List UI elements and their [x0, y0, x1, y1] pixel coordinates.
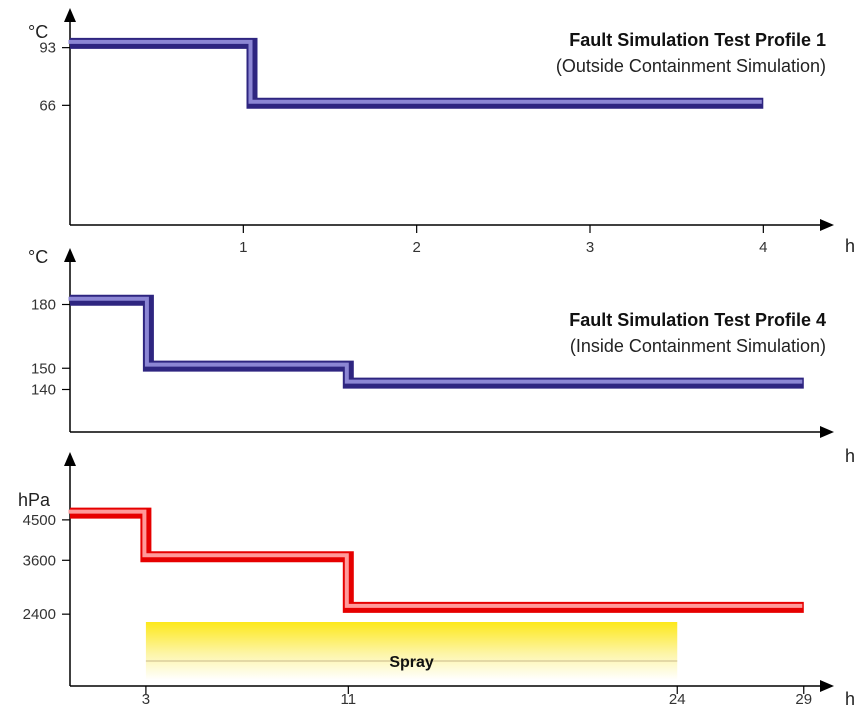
spray-label: Spray [389, 654, 434, 671]
p1-y-ticks: 93 66 [39, 40, 70, 114]
x-tick-label: 29 [795, 691, 812, 707]
x-tick-label: 2 [412, 239, 420, 256]
series-line-outer [70, 507, 804, 613]
p1-y-arrow [64, 8, 76, 22]
p2-x-arrow [820, 426, 834, 438]
y-tick-label: 150 [31, 360, 56, 377]
y-tick-label: 180 [31, 297, 56, 314]
p2-y-arrow [64, 248, 76, 262]
p3-y-ticks: 4500 3600 2400 [23, 512, 70, 623]
spray-band-rect [145, 622, 678, 680]
y-tick-label: 66 [39, 97, 56, 114]
p3-x-unit: h [845, 689, 855, 707]
series-line-highlight [68, 509, 803, 608]
y-tick-label: 4500 [23, 512, 56, 529]
p2-series-line [68, 294, 804, 389]
x-tick-label: 24 [669, 691, 686, 707]
x-tick-label: 3 [586, 239, 594, 256]
y-tick-label: 93 [39, 40, 56, 57]
y-tick-label: 2400 [23, 606, 56, 623]
p3-x-arrow [820, 680, 834, 692]
p2-x-unit: h [845, 446, 855, 466]
series-line-highlight [68, 296, 803, 384]
p1-subtitle: (Outside Containment Simulation) [556, 56, 826, 76]
p1-series-line [68, 37, 764, 109]
panel-1: °C h Fault Simulation Test Profile 1 (Ou… [28, 8, 855, 256]
x-tick-label: 1 [239, 239, 247, 256]
p1-title: Fault Simulation Test Profile 1 [569, 30, 826, 50]
panel-3: Spray hPa h 4500 3600 2400 3 11 24 29 [18, 452, 855, 707]
p3-series-line [68, 507, 804, 613]
p3-x-ticks: 3 11 24 29 [142, 686, 812, 707]
p1-x-ticks: 1 2 3 4 [239, 225, 768, 256]
p3-y-unit: hPa [18, 490, 51, 510]
p2-title: Fault Simulation Test Profile 4 [569, 310, 826, 330]
p2-y-ticks: 180 150 140 [31, 297, 70, 399]
y-tick-label: 3600 [23, 552, 56, 569]
p1-y-unit: °C [28, 22, 48, 42]
y-tick-label: 140 [31, 382, 56, 399]
x-tick-label: 3 [142, 691, 150, 707]
series-line-highlight [68, 39, 762, 104]
p3-y-arrow [64, 452, 76, 466]
spray-band: Spray [145, 622, 678, 680]
panel-2: °C h Fault Simulation Test Profile 4 (In… [28, 247, 855, 466]
x-tick-label: 4 [759, 239, 767, 256]
p2-y-unit: °C [28, 247, 48, 267]
p1-x-unit: h [845, 236, 855, 256]
x-tick-label: 11 [341, 691, 357, 707]
p2-subtitle: (Inside Containment Simulation) [570, 336, 826, 356]
p1-x-arrow [820, 219, 834, 231]
